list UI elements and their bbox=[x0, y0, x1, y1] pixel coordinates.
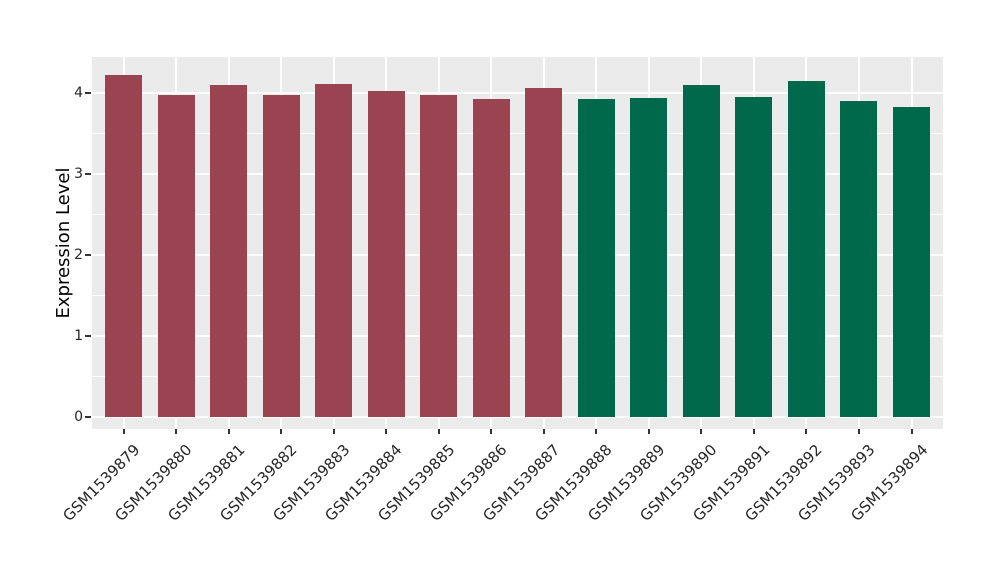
y-tick-mark bbox=[85, 173, 91, 175]
x-tick-mark bbox=[595, 429, 598, 434]
bar-GSM1539890 bbox=[682, 84, 720, 417]
bar-GSM1539887 bbox=[525, 88, 563, 417]
bar-GSM1539880 bbox=[157, 94, 195, 417]
y-tick-label: 3 bbox=[74, 166, 83, 182]
x-tick-mark bbox=[175, 429, 178, 434]
minor-gridline bbox=[92, 133, 943, 134]
bar-GSM1539884 bbox=[367, 91, 405, 417]
major-gridline bbox=[92, 335, 943, 337]
plot-panel bbox=[92, 57, 943, 429]
bar-GSM1539883 bbox=[315, 84, 353, 417]
x-tick-mark bbox=[437, 429, 440, 434]
minor-gridline bbox=[92, 295, 943, 296]
x-tick-mark bbox=[647, 429, 650, 434]
x-tick-mark bbox=[332, 429, 335, 434]
bar-GSM1539891 bbox=[735, 97, 773, 417]
bar-GSM1539882 bbox=[262, 94, 300, 417]
y-tick-label: 0 bbox=[74, 409, 83, 425]
y-tick-mark bbox=[85, 254, 91, 256]
minor-gridline bbox=[92, 376, 943, 377]
major-gridline bbox=[92, 92, 943, 94]
y-tick-label: 4 bbox=[74, 85, 83, 101]
x-tick-mark bbox=[910, 429, 913, 434]
x-tick-mark bbox=[227, 429, 230, 434]
bar-GSM1539885 bbox=[420, 94, 458, 417]
x-tick-mark bbox=[700, 429, 703, 434]
y-tick-mark bbox=[85, 416, 91, 418]
bar-GSM1539886 bbox=[472, 99, 510, 417]
x-tick-mark bbox=[280, 429, 283, 434]
x-tick-mark bbox=[385, 429, 388, 434]
major-gridline bbox=[92, 173, 943, 175]
x-tick-mark bbox=[122, 429, 125, 434]
x-tick-mark bbox=[542, 429, 545, 434]
y-tick-mark bbox=[85, 335, 91, 337]
minor-gridline bbox=[92, 214, 943, 215]
major-gridline bbox=[92, 416, 943, 418]
y-axis-title: Expression Level bbox=[53, 167, 74, 319]
x-tick-mark bbox=[752, 429, 755, 434]
bar-GSM1539881 bbox=[210, 84, 248, 417]
bar-GSM1539888 bbox=[577, 99, 615, 417]
major-gridline bbox=[92, 254, 943, 256]
y-tick-mark bbox=[85, 92, 91, 94]
bar-GSM1539892 bbox=[787, 80, 825, 417]
bar-GSM1539894 bbox=[893, 106, 930, 417]
y-tick-label: 2 bbox=[74, 247, 83, 263]
y-tick-label: 1 bbox=[74, 328, 83, 344]
x-tick-mark bbox=[805, 429, 808, 434]
bar-GSM1539893 bbox=[840, 101, 878, 417]
bar-GSM1539889 bbox=[630, 97, 668, 417]
x-tick-mark bbox=[490, 429, 493, 434]
bar-GSM1539879 bbox=[105, 75, 142, 417]
x-tick-mark bbox=[857, 429, 860, 434]
